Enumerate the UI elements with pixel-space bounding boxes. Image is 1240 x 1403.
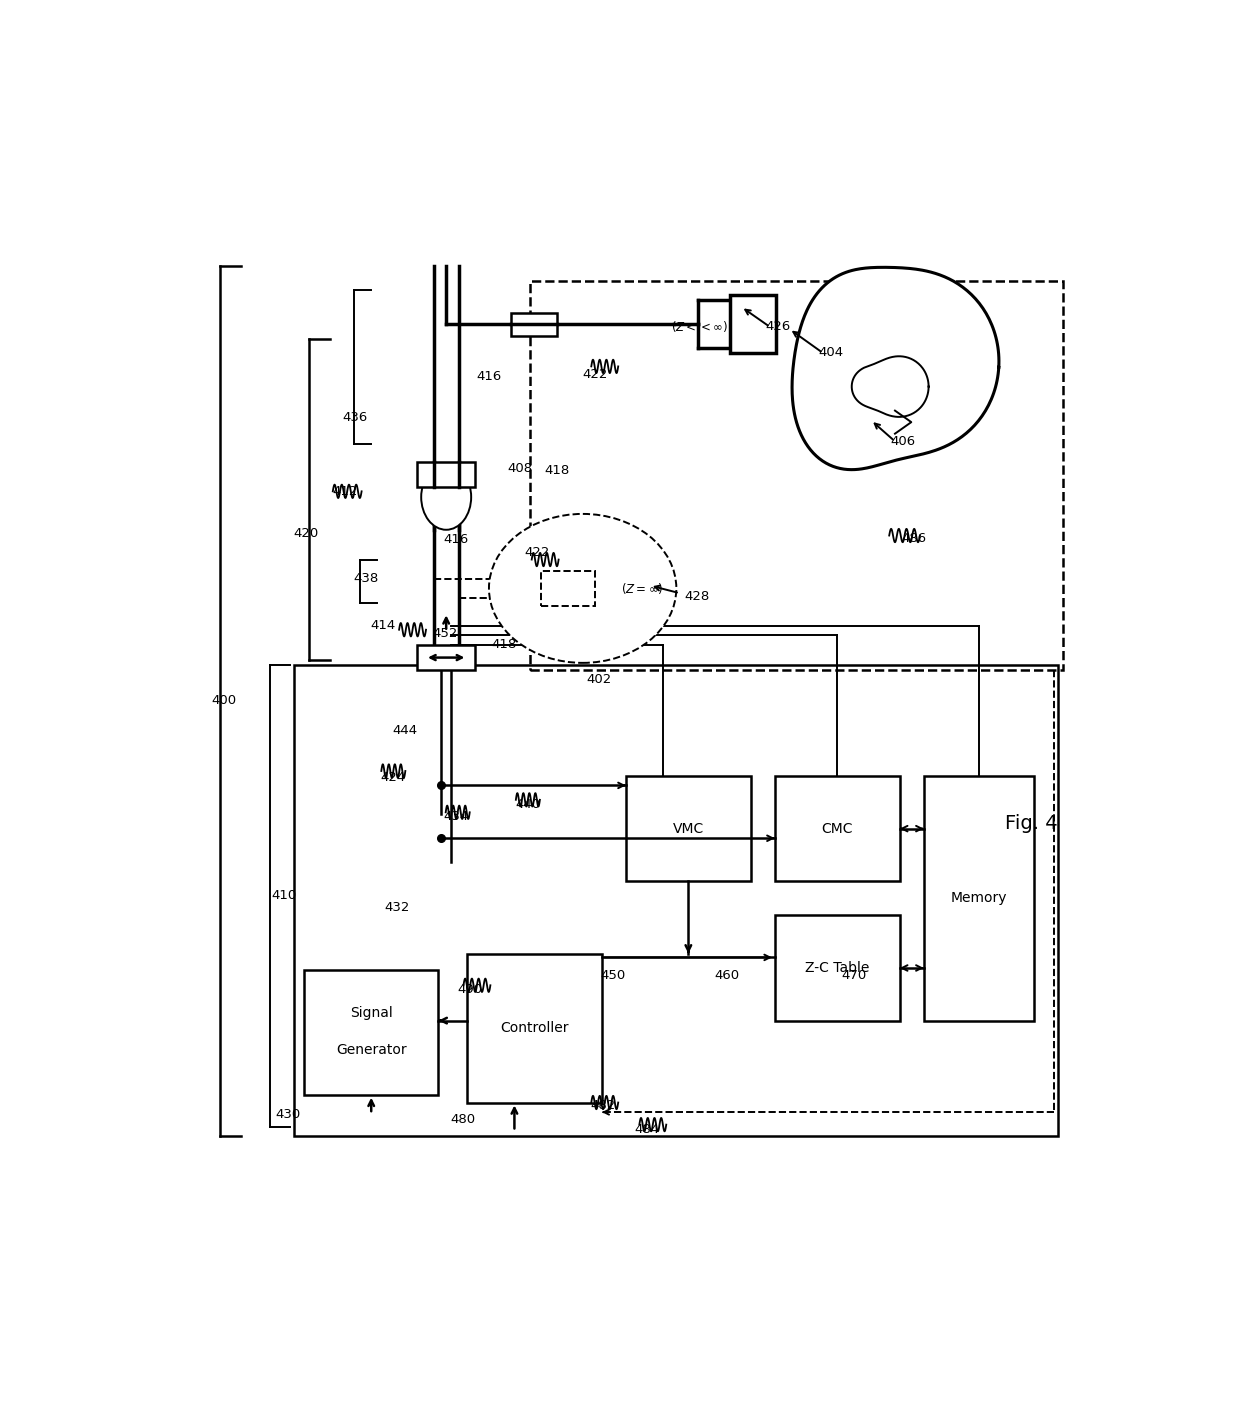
Text: 416: 416 (477, 370, 502, 383)
Text: $(Z{=}\infty)$: $(Z{=}\infty)$ (621, 581, 663, 596)
Text: 414: 414 (370, 619, 396, 633)
Text: 418: 418 (491, 637, 517, 651)
Text: 404: 404 (818, 347, 843, 359)
Text: 408: 408 (507, 462, 533, 474)
Bar (775, 915, 900, 1021)
Text: 416: 416 (443, 533, 469, 546)
Polygon shape (792, 268, 999, 470)
Bar (542, 571, 595, 606)
Polygon shape (852, 356, 929, 417)
Text: CMC: CMC (822, 822, 853, 836)
Bar (529, 281, 1063, 671)
Bar (626, 776, 750, 881)
Text: 470: 470 (841, 969, 867, 982)
Text: 440: 440 (516, 798, 541, 811)
Text: Controller: Controller (501, 1021, 569, 1035)
Text: 422: 422 (583, 368, 608, 380)
Text: Generator: Generator (336, 1042, 407, 1056)
Text: 424: 424 (381, 772, 405, 784)
Text: 436: 436 (342, 411, 367, 424)
Text: VMC: VMC (673, 822, 704, 836)
Text: 434: 434 (443, 810, 469, 822)
Bar (729, 295, 776, 354)
Text: 480: 480 (450, 1114, 475, 1127)
Text: 452: 452 (433, 627, 458, 640)
Text: 418: 418 (544, 463, 569, 477)
Text: 486: 486 (901, 532, 926, 544)
Bar (418, 463, 475, 487)
Text: 410: 410 (272, 890, 296, 902)
Bar (418, 645, 475, 671)
Text: Signal: Signal (350, 1006, 393, 1020)
Text: $(Z{<}{<}\infty)$: $(Z{<}{<}\infty)$ (671, 320, 728, 334)
Text: 426: 426 (765, 320, 790, 334)
Text: 406: 406 (890, 435, 915, 448)
Ellipse shape (489, 513, 676, 662)
Text: 482: 482 (590, 1099, 615, 1113)
Text: 484: 484 (635, 1122, 660, 1136)
Text: 400: 400 (212, 694, 237, 707)
Text: Fig. 4: Fig. 4 (1006, 814, 1058, 833)
Text: 438: 438 (353, 572, 379, 585)
Text: Memory: Memory (951, 891, 1007, 905)
Bar (294, 665, 1059, 1136)
Text: 450: 450 (600, 969, 626, 982)
Bar (467, 954, 601, 1103)
Text: Z-C Table: Z-C Table (805, 961, 869, 975)
Bar (775, 776, 900, 881)
Text: 420: 420 (293, 528, 319, 540)
Text: 402: 402 (587, 673, 611, 686)
Text: 430: 430 (275, 1107, 300, 1121)
Text: 412: 412 (332, 485, 358, 498)
Text: 444: 444 (392, 724, 418, 737)
Bar (511, 313, 557, 335)
Text: 422: 422 (525, 546, 551, 560)
Text: 490: 490 (458, 982, 482, 996)
Text: 428: 428 (684, 589, 709, 602)
Bar (924, 776, 1034, 1021)
Ellipse shape (422, 464, 471, 530)
Text: 460: 460 (714, 969, 739, 982)
Bar (304, 969, 439, 1094)
Text: 432: 432 (384, 901, 410, 913)
